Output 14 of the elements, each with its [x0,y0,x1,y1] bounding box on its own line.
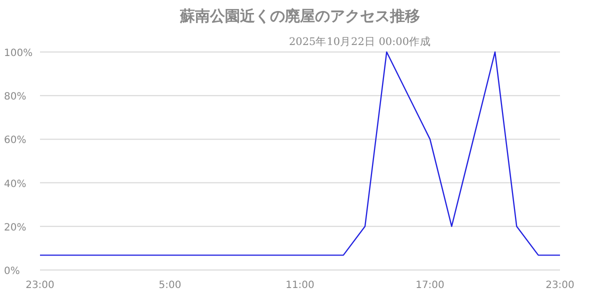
y-tick-label: 0% [4,266,20,277]
y-tick-label: 20% [4,222,26,234]
line-series [39,51,561,256]
y-tick-label: 60% [4,135,26,146]
y-tick-label: 80% [4,92,26,103]
x-tick-label: 11:00 [286,280,314,291]
x-tick-label: 17:00 [416,280,444,291]
x-tick-label: 23:00 [26,280,54,291]
x-tick-label: 23:00 [546,280,574,291]
text: 2025年10月22日 00:00作成 [288,35,432,48]
x-tick-label: 5:00 [158,280,182,291]
y-tick-label: 40% [4,178,26,190]
y-tick-label: 100% [4,48,33,59]
chart-title: 蘇南公園近くの廃屋のアクセス推移 [179,7,420,25]
